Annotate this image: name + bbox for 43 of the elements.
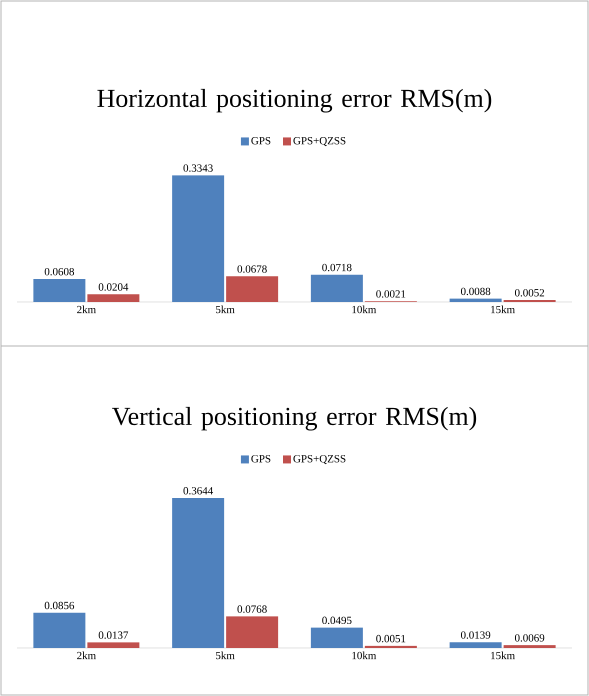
data-label: 0.0052 [514,289,544,296]
chart-title: Horizontal positioning error RMS(m) [97,88,492,112]
x-tick-label: 5km [216,652,235,660]
data-label: 0.3343 [183,164,213,172]
data-label: 0.0137 [98,631,128,639]
x-tick-label: 10km [352,652,376,660]
bar [504,645,556,648]
bar [33,612,86,648]
bar [450,642,502,648]
bar [226,616,278,648]
chart-title: Vertical positioning error RMS(m) [112,406,476,430]
x-tick-label: 2km [77,652,96,660]
data-label: 0.0088 [460,288,490,296]
legend-label: GPS [251,137,270,144]
data-label: 0.3644 [183,487,214,494]
bar [310,628,363,648]
bar [33,278,86,302]
data-label: 0.0069 [514,634,544,642]
data-label: 0.0856 [44,602,74,610]
data-label: 0.0139 [460,631,490,639]
x-tick-label: 15km [491,652,515,660]
data-label: 0.0768 [237,605,267,613]
data-label: 0.0021 [376,290,406,298]
bar [226,276,278,302]
x-tick-label: 5km [216,306,235,314]
legend-label: GPS+QZSS [293,455,346,464]
bar [87,294,140,302]
legend-label: GPS+QZSS [293,137,346,146]
data-label: 0.0718 [322,264,352,272]
x-tick-label: 15km [491,306,515,314]
bar [310,274,363,302]
data-label: 0.0051 [376,634,406,642]
bar [450,298,502,302]
data-label: 0.0678 [237,265,267,273]
x-tick-label: 2km [77,306,96,314]
data-label: 0.0608 [44,268,74,276]
bar [172,498,224,648]
legend-label: GPS [251,455,270,462]
bar [172,175,224,302]
x-tick-label: 10km [352,306,376,314]
data-label: 0.0204 [98,283,128,291]
data-label: 0.0495 [322,616,352,624]
bar [87,642,140,648]
